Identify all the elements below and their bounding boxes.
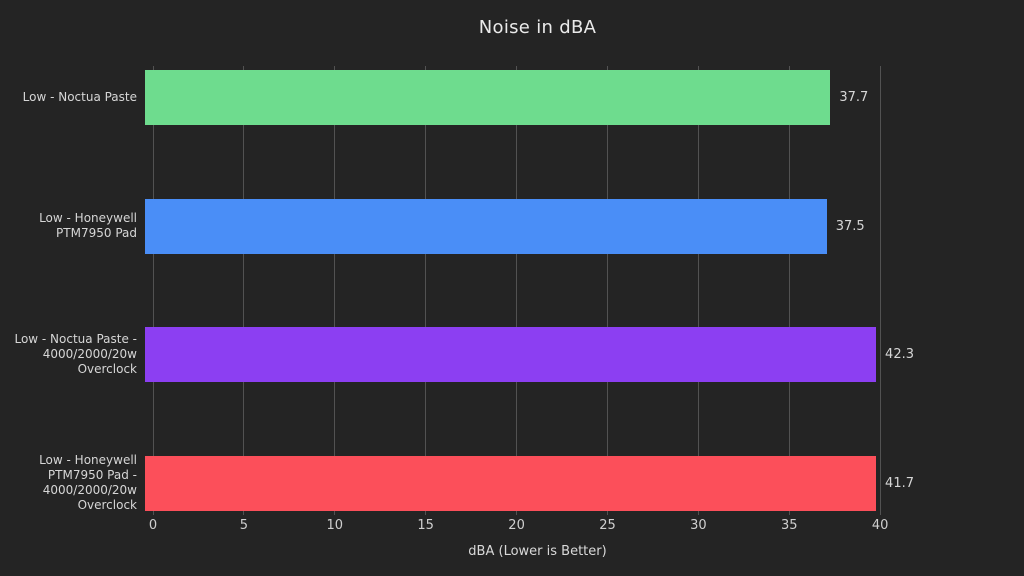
bar [145, 455, 877, 511]
x-tick-label: 30 [690, 518, 707, 533]
bar-area: 37.7 [145, 70, 914, 125]
bar-row: Low - Noctua Paste - 4000/2000/20w Overc… [0, 327, 1024, 383]
gridline [516, 66, 518, 515]
gridline [425, 66, 427, 515]
x-tick-label: 25 [599, 518, 616, 533]
gridline [697, 66, 699, 515]
x-tick-label: 10 [326, 518, 344, 533]
bar-row: Low - Honeywell PTM7950 Pad - 4000/2000/… [0, 453, 1024, 513]
x-tick-label: 15 [417, 518, 434, 533]
x-axis-ticks: 0 5 10 15 20 25 30 35 40 [149, 518, 922, 534]
x-axis-label: dBA (Lower is Better) [468, 544, 607, 559]
category-label: Low - Noctua Paste - 4000/2000/20w Overc… [14, 332, 137, 377]
bar [145, 70, 831, 125]
gridline [606, 66, 608, 515]
x-tick-label: 35 [781, 518, 798, 533]
value-label: 41.7 [885, 475, 914, 491]
gridline [788, 66, 790, 515]
grid-layer [152, 66, 922, 515]
gridline [879, 66, 881, 515]
category-label: Low - Honeywell PTM7950 Pad [39, 211, 137, 241]
x-tick-label: 5 [239, 518, 249, 533]
bar-row: Low - Honeywell PTM7950 Pad 37.5 [0, 198, 1024, 254]
x-tick-label: 40 [871, 518, 889, 533]
category-label: Low - Noctua Paste [22, 90, 137, 104]
bar-row: Low - Noctua Paste 37.7 [0, 70, 1024, 125]
gridline [243, 66, 245, 515]
bar-area: 42.3 [145, 327, 914, 383]
bar [145, 327, 877, 383]
x-tick-label: 0 [148, 518, 158, 533]
value-label: 37.5 [835, 218, 865, 234]
bar-rows: Low - Noctua Paste 37.7 Low - Honeywell PT… [0, 66, 1024, 515]
gridline [152, 66, 154, 515]
value-label: 37.7 [839, 90, 869, 105]
bar [145, 198, 827, 254]
bar-area: 37.5 [145, 198, 914, 254]
gridline [334, 66, 336, 515]
chart-title: Noise in dBA [478, 17, 597, 38]
bar-area: 41.7 [145, 455, 914, 511]
category-label: Low - Honeywell PTM7950 Pad - 4000/2000/… [39, 453, 137, 513]
x-tick-label: 20 [508, 518, 525, 533]
value-label: 42.3 [885, 347, 914, 363]
